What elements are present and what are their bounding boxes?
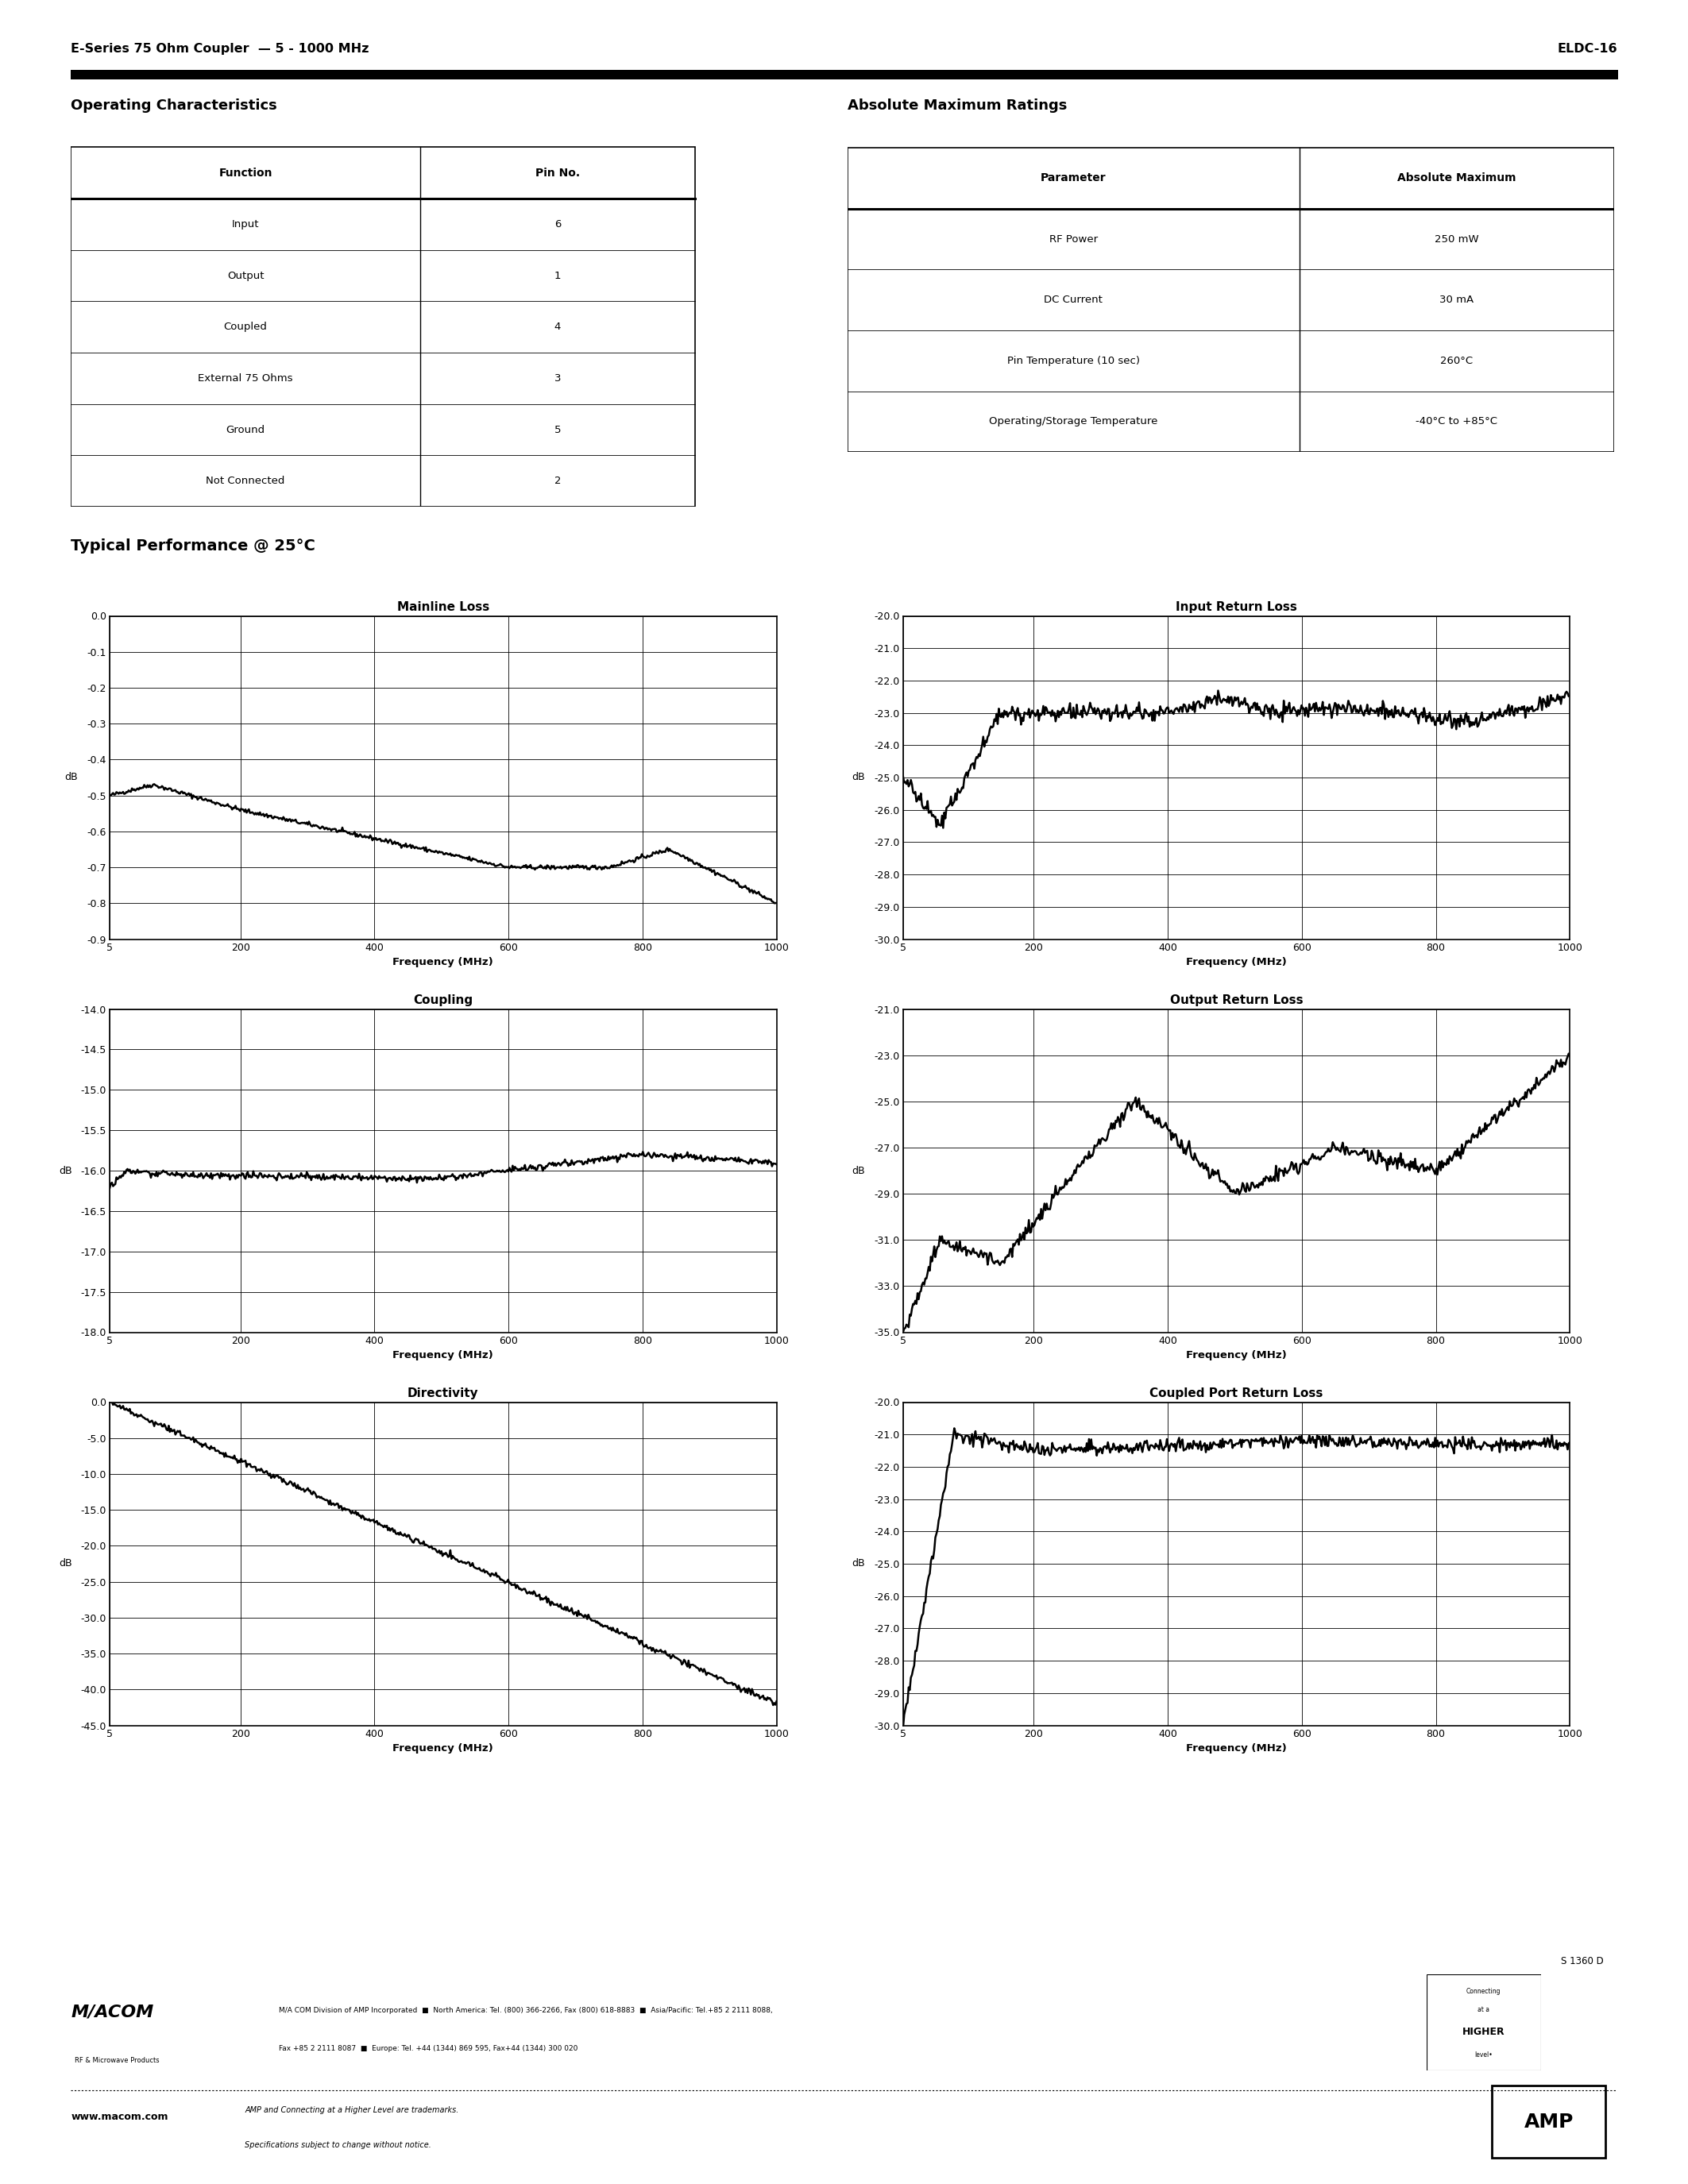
- Y-axis label: dB: dB: [852, 773, 866, 782]
- Text: AMP: AMP: [1524, 2112, 1573, 2132]
- Title: Directivity: Directivity: [407, 1387, 479, 1400]
- Text: Connecting: Connecting: [1467, 1987, 1501, 1996]
- X-axis label: Frequency (MHz): Frequency (MHz): [393, 1743, 493, 1754]
- Text: M/A COM Division of AMP Incorporated  ■  North America: Tel. (800) 366-2266, Fax: M/A COM Division of AMP Incorporated ■ N…: [279, 2007, 773, 2014]
- Text: Absolute Maximum Ratings: Absolute Maximum Ratings: [847, 98, 1067, 114]
- Text: Fax +85 2 2111 8087  ■  Europe: Tel. +44 (1344) 869 595, Fax+44 (1344) 300 020: Fax +85 2 2111 8087 ■ Europe: Tel. +44 (…: [279, 2044, 577, 2053]
- Text: Ground: Ground: [226, 424, 265, 435]
- Text: -40°C to +85°C: -40°C to +85°C: [1416, 417, 1497, 426]
- Text: ELDC-16: ELDC-16: [1556, 41, 1617, 55]
- Y-axis label: dB: dB: [852, 1166, 866, 1175]
- Text: M/ACOM: M/ACOM: [71, 2005, 154, 2020]
- Bar: [847, 149, 1614, 452]
- Text: 6: 6: [554, 218, 560, 229]
- Text: 1: 1: [554, 271, 560, 282]
- Text: AMP and Connecting at a Higher Level are trademarks.: AMP and Connecting at a Higher Level are…: [245, 2105, 459, 2114]
- Y-axis label: dB: dB: [59, 1559, 73, 1568]
- Text: 3: 3: [554, 373, 560, 384]
- X-axis label: Frequency (MHz): Frequency (MHz): [393, 1350, 493, 1361]
- Text: Not Connected: Not Connected: [206, 476, 285, 487]
- Text: www.macom.com: www.macom.com: [71, 2112, 169, 2123]
- Text: 5: 5: [554, 424, 560, 435]
- Text: External 75 Ohms: External 75 Ohms: [197, 373, 294, 384]
- Y-axis label: dB: dB: [59, 1166, 73, 1175]
- Text: HIGHER: HIGHER: [1462, 2027, 1506, 2038]
- Text: Pin No.: Pin No.: [535, 168, 579, 179]
- X-axis label: Frequency (MHz): Frequency (MHz): [1187, 1350, 1286, 1361]
- Title: Mainline Loss: Mainline Loss: [397, 601, 490, 614]
- Text: 2: 2: [554, 476, 560, 487]
- Text: Operating Characteristics: Operating Characteristics: [71, 98, 277, 114]
- Text: Typical Performance @ 25°C: Typical Performance @ 25°C: [71, 539, 316, 553]
- Text: Function: Function: [219, 168, 272, 179]
- X-axis label: Frequency (MHz): Frequency (MHz): [1187, 957, 1286, 968]
- Text: level•: level•: [1475, 2051, 1492, 2060]
- Y-axis label: dB: dB: [64, 773, 78, 782]
- Text: Operating/Storage Temperature: Operating/Storage Temperature: [989, 417, 1158, 426]
- Title: Coupling: Coupling: [414, 994, 473, 1007]
- Text: 260°C: 260°C: [1440, 356, 1474, 367]
- Y-axis label: dB: dB: [852, 1559, 866, 1568]
- Text: Parameter: Parameter: [1040, 173, 1106, 183]
- Text: S 1360 D: S 1360 D: [1561, 1957, 1604, 1966]
- X-axis label: Frequency (MHz): Frequency (MHz): [1187, 1743, 1286, 1754]
- Text: 4: 4: [554, 321, 560, 332]
- Text: Input: Input: [231, 218, 260, 229]
- Title: Output Return Loss: Output Return Loss: [1170, 994, 1303, 1007]
- Text: DC Current: DC Current: [1045, 295, 1102, 306]
- Text: Specifications subject to change without notice.: Specifications subject to change without…: [245, 2140, 432, 2149]
- X-axis label: Frequency (MHz): Frequency (MHz): [393, 957, 493, 968]
- Bar: [71, 146, 695, 507]
- Text: RF Power: RF Power: [1050, 234, 1097, 245]
- Text: RF & Microwave Products: RF & Microwave Products: [74, 2057, 159, 2064]
- Text: E-Series 75 Ohm Coupler  — 5 - 1000 MHz: E-Series 75 Ohm Coupler — 5 - 1000 MHz: [71, 41, 370, 55]
- Text: Pin Temperature (10 sec): Pin Temperature (10 sec): [1008, 356, 1139, 367]
- Text: Coupled: Coupled: [225, 321, 267, 332]
- Text: Absolute Maximum: Absolute Maximum: [1398, 173, 1516, 183]
- Text: 30 mA: 30 mA: [1440, 295, 1474, 306]
- Title: Input Return Loss: Input Return Loss: [1177, 601, 1296, 614]
- Title: Coupled Port Return Loss: Coupled Port Return Loss: [1150, 1387, 1323, 1400]
- Text: at a: at a: [1477, 2007, 1491, 2014]
- Text: 250 mW: 250 mW: [1435, 234, 1479, 245]
- Text: Output: Output: [228, 271, 263, 282]
